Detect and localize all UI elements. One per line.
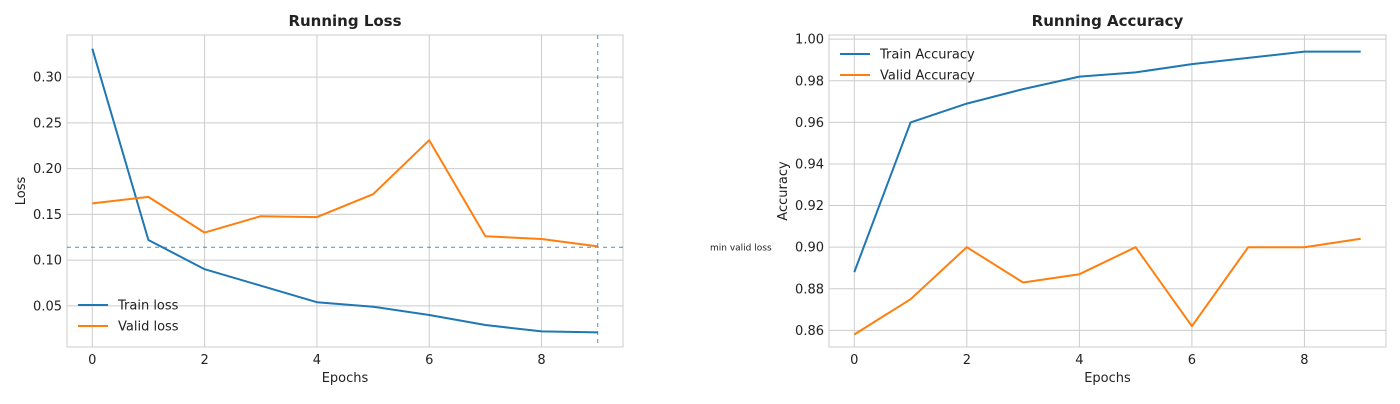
y-tick-label: 0.05 [33, 299, 62, 314]
y-tick-label: 0.86 [795, 324, 824, 339]
chart-title: Running Accuracy [1032, 12, 1184, 30]
x-tick-label: 2 [963, 353, 971, 368]
y-tick-label: 0.15 [33, 208, 62, 223]
chart-title: Running Loss [288, 12, 401, 30]
x-tick-label: 4 [1075, 353, 1083, 368]
y-tick-label: 0.98 [795, 74, 824, 89]
legend-label: Train Accuracy [879, 48, 975, 63]
min-valid-loss-annotation: min valid loss [710, 243, 772, 253]
y-tick-label: 1.00 [795, 33, 824, 48]
x-axis-label: Epochs [1084, 371, 1131, 386]
y-axis-label: Accuracy [776, 161, 791, 221]
y-tick-label: 0.96 [795, 116, 824, 131]
y-tick-label: 0.10 [33, 254, 62, 269]
x-tick-label: 8 [1300, 353, 1308, 368]
x-tick-label: 2 [200, 353, 208, 368]
x-tick-label: 4 [313, 353, 321, 368]
x-tick-label: 6 [425, 353, 433, 368]
series-line-valid-loss [92, 140, 597, 246]
y-tick-label: 0.94 [795, 157, 824, 172]
x-tick-label: 8 [537, 353, 545, 368]
y-tick-label: 0.30 [33, 71, 62, 86]
legend-label: Valid Accuracy [880, 69, 975, 84]
legend-label: Train loss [117, 299, 179, 314]
series-line-train-accuracy [854, 52, 1360, 273]
y-tick-label: 0.90 [795, 241, 824, 256]
y-axis-label: Loss [14, 177, 29, 206]
series-line-train-loss [92, 49, 597, 333]
x-tick-label: 0 [850, 353, 858, 368]
x-tick-label: 0 [88, 353, 96, 368]
y-tick-label: 0.20 [33, 162, 62, 177]
chart-running-accuracy: 0 2 4 6 8 0.86 0.88 0.90 0.92 0.94 0.96 0.98 1.00 Run… [776, 12, 1386, 386]
y-tick-label: 0.92 [795, 199, 824, 214]
legend-label: Valid loss [118, 320, 179, 335]
x-tick-label: 6 [1188, 353, 1196, 368]
x-axis-label: Epochs [322, 371, 369, 386]
series-line-valid-accuracy [854, 239, 1360, 335]
y-tick-label: 0.25 [33, 116, 62, 131]
chart-running-loss: 0 2 4 6 8 0.05 0.10 0.15 0.20 0.25 0.30 Running Los… [14, 12, 772, 386]
y-tick-label: 0.88 [795, 282, 824, 297]
